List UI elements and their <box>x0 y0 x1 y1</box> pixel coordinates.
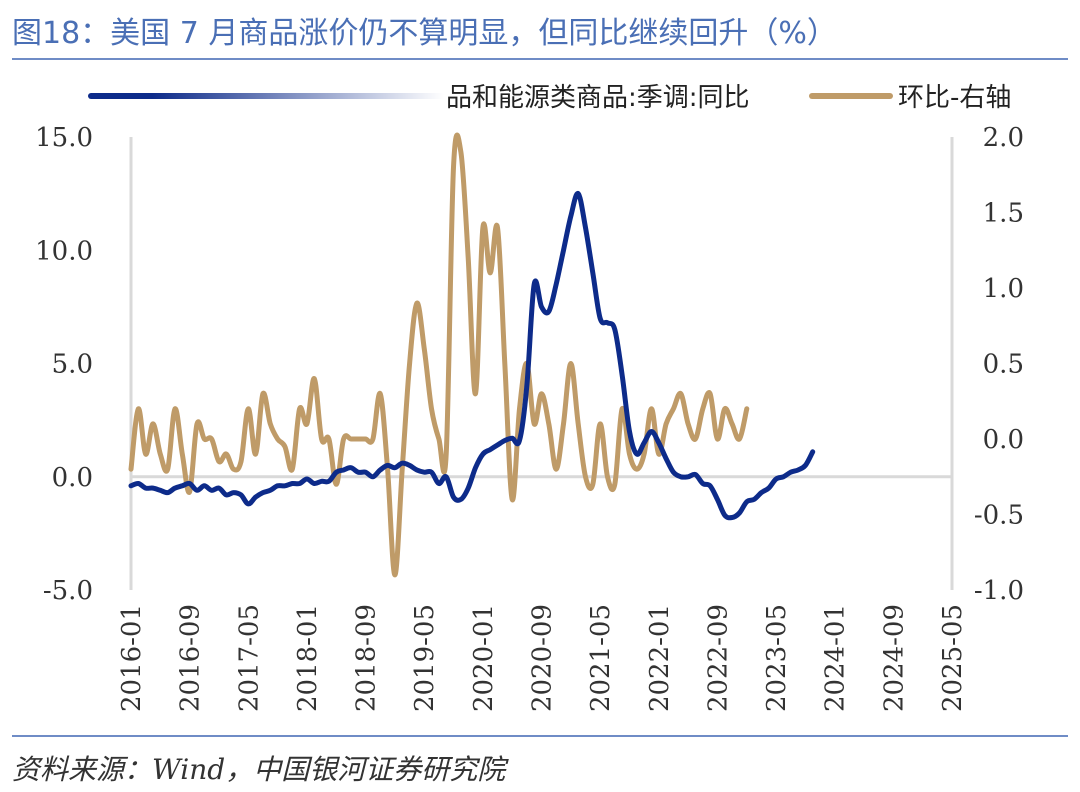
legend-label-yoy: 品和能源类商品:季调:同比 <box>446 83 750 113</box>
right-y-tick-label: 1.0 <box>983 274 1024 304</box>
plot-lines <box>128 132 816 578</box>
line-chart: 品和能源类商品:季调:同比 环比-右轴 15.0 10.0 5.0 0.0 -5.0 2… <box>35 83 1024 712</box>
x-axis: 2016-01 2016-09 2017-05 2018-01 2018-09 2019-… <box>117 604 968 712</box>
x-tick-label: 2024-01 <box>821 604 851 712</box>
x-tick-label: 2018-09 <box>352 604 382 712</box>
right-y-tick-label: 1.5 <box>983 199 1024 229</box>
footer-divider <box>12 735 1068 737</box>
right-y-tick-label: 0.0 <box>983 425 1024 455</box>
legend-swatch-yoy <box>88 93 444 99</box>
left-y-tick-label: 5.0 <box>52 350 93 380</box>
x-tick-label: 2024-09 <box>879 604 909 712</box>
x-tick-label: 2022-01 <box>645 604 675 712</box>
x-tick-label: 2022-09 <box>703 604 733 712</box>
mom-series-line <box>128 132 750 578</box>
right-y-tick-label: 2.0 <box>983 123 1024 153</box>
chart-title: 图18：美国 7 月商品涨价仍不算明显，但同比继续回升（%） <box>12 16 837 51</box>
legend-label-mom: 环比-右轴 <box>898 83 1011 113</box>
x-tick-label: 2016-01 <box>117 604 147 712</box>
x-tick-label: 2019-05 <box>410 604 440 712</box>
right-y-axis: 2.0 1.5 1.0 0.5 0.0 -0.5 -1.0 <box>974 123 1024 606</box>
right-y-tick-label: -1.0 <box>974 576 1024 606</box>
left-y-tick-label: 10.0 <box>35 236 93 266</box>
x-tick-label: 2017-05 <box>234 604 264 712</box>
plot-axes <box>129 137 954 590</box>
right-y-tick-label: -0.5 <box>974 501 1024 531</box>
title-divider <box>12 58 1068 60</box>
chart-legend: 品和能源类商品:季调:同比 环比-右轴 <box>88 83 1011 113</box>
x-tick-label: 2018-01 <box>293 604 323 712</box>
left-y-tick-label: -5.0 <box>43 576 93 606</box>
x-tick-label: 2021-05 <box>586 604 616 712</box>
left-y-axis: 15.0 10.0 5.0 0.0 -5.0 <box>35 123 93 606</box>
x-tick-label: 2020-09 <box>528 604 558 712</box>
x-tick-label: 2025-05 <box>938 604 968 712</box>
x-tick-label: 2016-09 <box>176 604 206 712</box>
x-tick-label: 2023-05 <box>762 604 792 712</box>
left-y-tick-label: 0.0 <box>52 463 93 493</box>
yoy-series-line <box>128 191 816 521</box>
source-note: 资料来源：Wind，中国银河证券研究院 <box>12 753 506 786</box>
left-y-tick-label: 15.0 <box>35 123 93 153</box>
x-tick-label: 2020-01 <box>469 604 499 712</box>
right-y-tick-label: 0.5 <box>983 350 1024 380</box>
